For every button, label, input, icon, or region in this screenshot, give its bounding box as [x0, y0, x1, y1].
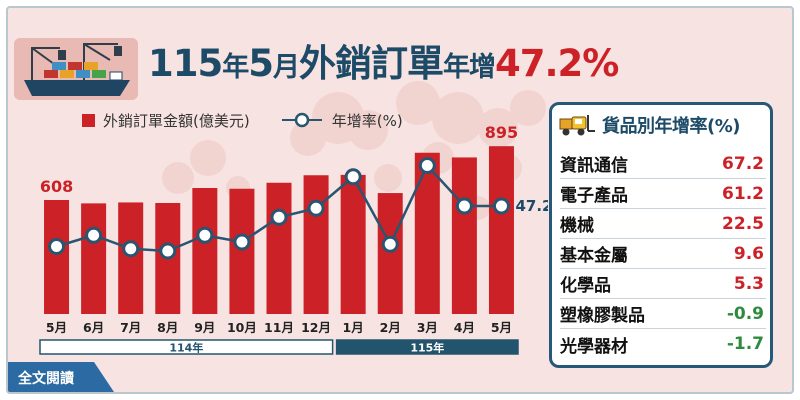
line-point — [418, 157, 436, 174]
panel-row-value: 61.2 — [722, 183, 764, 204]
export-orders-chart: 608 895 47.2 5月 6月 7月 8月 9月 10月 11月 12月 1月 2月 3月 4月 5月 1… — [39, 123, 548, 355]
panel-row: 機械 22.5 — [560, 209, 766, 239]
panel-row: 塑橡膠製品 -0.9 — [560, 299, 766, 329]
panel-row-value: 67.2 — [722, 153, 764, 174]
panel-row: 化學品 5.3 — [560, 269, 766, 299]
read-more-tab-shape — [8, 362, 114, 392]
infographic-frame: 115年5月外銷訂單年增47.2% 外銷訂單金額(億美元) 年增率(%) 608… — [6, 6, 794, 394]
line-point — [48, 238, 66, 255]
panel-row-category: 基本金屬 — [560, 246, 628, 266]
bar — [414, 152, 440, 314]
title-month: 5 — [248, 42, 274, 85]
x-tick-label: 12月 — [301, 320, 331, 335]
line-point — [159, 242, 177, 260]
x-tick-label: 7月 — [120, 320, 141, 335]
line-point — [381, 235, 399, 253]
panel-row-value: 5.3 — [733, 273, 764, 294]
x-tick-label: 5月 — [46, 320, 67, 335]
panel-row: 光學器材 -1.7 — [560, 329, 766, 359]
legend-line-swatch — [281, 112, 322, 128]
bar — [192, 188, 218, 314]
title-month-unit: 月 — [272, 52, 300, 83]
panel-row-category: 資訊通信 — [560, 156, 628, 176]
x-tick-label: 10月 — [227, 320, 257, 335]
line-point — [307, 199, 325, 217]
bar-data-label: 895 — [485, 123, 518, 142]
line-point — [455, 197, 473, 215]
x-tick-label: 6月 — [83, 320, 104, 335]
x-tick-label: 9月 — [194, 320, 215, 335]
bar — [81, 203, 107, 314]
category-growth-panel: 貨品別年增率(%) 資訊通信 67.2 電子產品 61.2 機械 22.5 基本金屬 9.6 化… — [549, 102, 773, 368]
forklift-icon — [559, 115, 595, 136]
panel-row-value: 9.6 — [733, 243, 764, 264]
x-tick-label: 2月 — [380, 320, 401, 335]
line-point — [344, 168, 362, 186]
title-year: 115 — [148, 42, 223, 85]
x-tick-label: 11月 — [264, 320, 294, 335]
bar — [488, 146, 514, 314]
bar — [340, 174, 366, 314]
bar-data-label: 608 — [40, 177, 73, 196]
year-group-bar — [335, 339, 519, 355]
x-tick-label: 1月 — [343, 320, 364, 335]
legend-bar-label: 外銷訂單金額(億美元) — [103, 111, 250, 130]
year-group-label: 115年 — [410, 341, 444, 355]
panel-row-category: 機械 — [560, 216, 594, 236]
panel-row-category: 電子產品 — [560, 186, 628, 206]
x-tick-label: 3月 — [417, 320, 438, 335]
legend-bar-swatch — [82, 113, 95, 127]
panel-row-value: 22.5 — [722, 213, 764, 234]
panel-row-category: 塑橡膠製品 — [560, 306, 645, 326]
panel-header: 貨品別年增率(%) — [558, 113, 764, 137]
panel-row-category: 光學器材 — [560, 336, 628, 357]
line-point — [85, 226, 103, 244]
bar — [303, 175, 329, 314]
line-point — [196, 226, 214, 244]
read-more-button[interactable]: 全文閱讀 — [8, 362, 120, 392]
line-point — [270, 208, 288, 226]
year-group-label: 114年 — [169, 341, 203, 355]
year-group-bar — [39, 339, 334, 355]
read-more-label: 全文閱讀 — [18, 371, 74, 387]
line-data-label: 47.2 — [515, 197, 548, 215]
legend-line-label: 年增率(%) — [331, 111, 403, 130]
port-crane-ship-icon — [14, 38, 138, 100]
bar — [44, 200, 70, 314]
panel-row-value: -0.9 — [726, 303, 764, 324]
title-change-value: 47.2% — [494, 42, 619, 85]
chart-legend: 外銷訂單金額(億美元) 年增率(%) — [82, 108, 403, 132]
panel-title: 貨品別年增率(%) — [602, 116, 741, 137]
page-title: 115年5月外銷訂單年增47.2% — [148, 36, 708, 92]
title-subject: 外銷訂單 — [298, 42, 444, 85]
panel-row-category: 化學品 — [560, 276, 611, 296]
bar — [377, 193, 403, 314]
line-point — [122, 240, 140, 258]
line-point — [492, 197, 510, 215]
x-tick-label: 8月 — [157, 320, 178, 335]
bar — [451, 157, 477, 314]
bar — [118, 202, 144, 314]
bar — [229, 188, 255, 314]
title-year-unit: 年 — [222, 52, 249, 83]
bar — [266, 182, 292, 314]
panel-rows: 資訊通信 67.2 電子產品 61.2 機械 22.5 基本金屬 9.6 化學品 5.3 塑橡膠製品… — [560, 149, 766, 359]
line-point — [233, 233, 251, 251]
panel-row-value: -1.7 — [726, 334, 764, 354]
x-tick-label: 4月 — [454, 320, 475, 335]
panel-row: 電子產品 61.2 — [560, 179, 766, 209]
panel-row: 資訊通信 67.2 — [560, 149, 766, 179]
x-tick-label: 5月 — [491, 320, 512, 335]
panel-row: 基本金屬 9.6 — [560, 239, 766, 269]
title-change-label: 年增 — [442, 52, 496, 83]
